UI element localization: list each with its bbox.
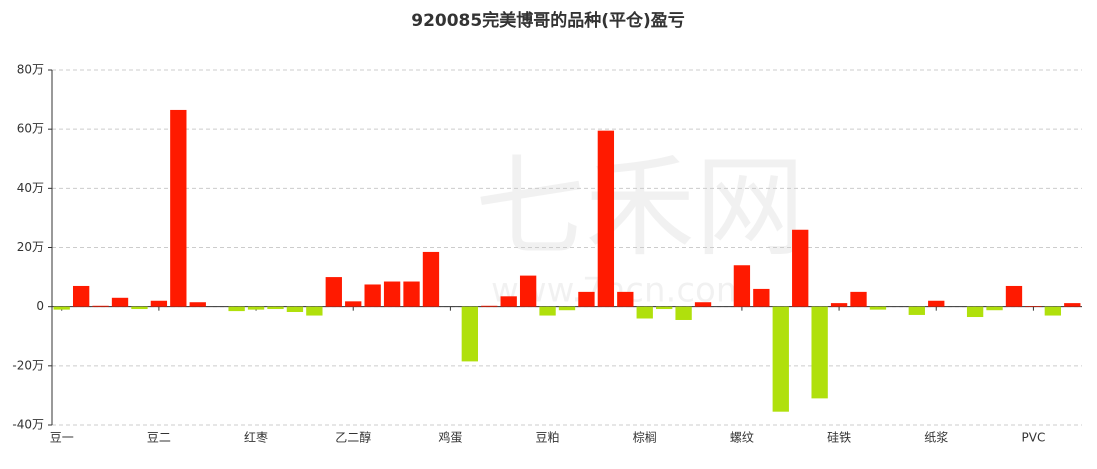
x-tick-label: 硅铁 [827,431,851,445]
x-tick-label: 豆一 [50,431,74,445]
bar [811,306,828,399]
bar [383,281,401,307]
bar [694,302,712,307]
bar [519,275,537,307]
x-tick-label: 乙二醇 [335,430,371,445]
bar [539,306,556,316]
bar [753,288,770,307]
bar [247,306,265,310]
bar [189,302,206,307]
bar [345,301,362,307]
x-tick-label: 鸡蛋 [438,430,462,445]
bar [53,306,70,310]
x-tick-label: 豆粕 [536,430,560,445]
bar [500,296,517,307]
y-tick-label: 0 [36,299,44,313]
bar [733,265,751,307]
x-tick-label: 棕榈 [633,430,657,445]
bar [792,229,809,307]
bar [597,130,615,307]
bar [1005,285,1023,307]
x-tick-label: 螺纹 [730,431,754,445]
bar [908,306,925,315]
bar [170,109,187,307]
y-tick-label: 20万 [17,240,44,254]
chart-title: 920085完美博哥的品种(平仓)盈亏 [411,10,685,31]
y-tick-label: 80万 [17,63,44,77]
y-tick-label: -20万 [12,358,44,372]
bar [306,306,323,316]
bar [481,305,498,307]
watermark: 七禾网 [475,143,805,271]
bar [461,306,478,362]
bar [636,306,653,319]
bar [675,306,692,320]
bar [364,284,381,307]
x-tick-label: 纸浆 [924,430,948,445]
bar [422,251,440,307]
bar [111,297,129,307]
bar [131,306,148,310]
bar [617,291,634,307]
bar [1025,306,1042,307]
y-tick-label: 40万 [17,181,44,195]
bar [928,300,945,307]
bar [403,281,420,307]
x-tick-label: 红枣 [244,430,268,445]
bar [150,300,168,307]
bar [92,305,109,307]
bar [267,306,284,310]
bar [72,285,90,307]
x-tick-label: PVC [1022,431,1046,445]
bar [286,306,304,312]
bar [558,306,576,311]
bar [966,306,984,318]
bar [772,306,789,412]
bar [850,291,867,307]
bar [656,306,673,310]
x-tick-label: 豆二 [147,431,171,445]
bar [830,303,848,307]
bar [869,306,887,310]
bar [325,277,342,307]
y-tick-label: -40万 [12,418,44,432]
y-tick-label: 60万 [17,122,44,136]
bar [986,306,1003,311]
bar [1044,306,1062,316]
bar [578,291,595,307]
bar [1064,303,1081,307]
bar [228,306,245,312]
